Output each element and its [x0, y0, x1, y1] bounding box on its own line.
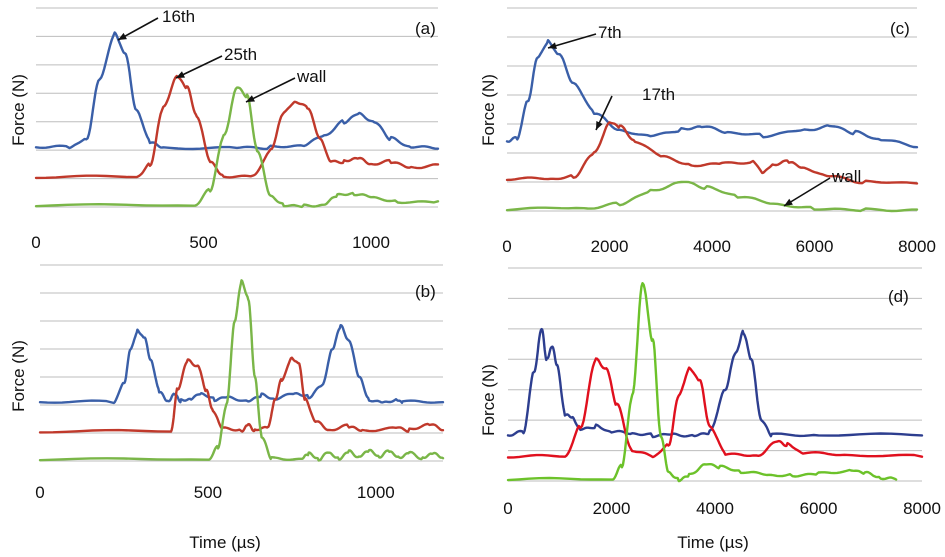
- panel-c-ylabel: Force (N): [479, 74, 498, 146]
- series-line-dark_blue: [506, 327, 924, 439]
- x-tick-label: 1000: [357, 483, 395, 502]
- panel-d-label: (d): [888, 287, 909, 306]
- panel-c-grid: [507, 7, 917, 212]
- panel-c: 7th 17th wall (c) Force (N) 0 2000 4000 6000 8…: [479, 7, 936, 256]
- panel-c-xticks: 0 2000 4000 6000 8000: [502, 237, 936, 256]
- x-tick-label: 1000: [352, 233, 390, 252]
- annotation-arrow: [175, 55, 223, 79]
- annotation-arrowhead: [246, 95, 255, 102]
- annotation-arrowhead: [176, 71, 185, 78]
- panel-a: 16th 25th wall (a) Force (N) 0 500 1000: [9, 7, 440, 252]
- annotation-arrowhead: [784, 198, 793, 206]
- panel-a-ylabel: Force (N): [9, 74, 28, 146]
- panel-d-series: [506, 282, 924, 483]
- panel-b-label: (b): [415, 282, 436, 301]
- series-line-red: [38, 356, 445, 434]
- annotation-label: wall: [831, 167, 861, 186]
- panel-a-series: [34, 31, 440, 209]
- panel-c-series: [505, 39, 919, 213]
- panel-c-annotations: 7th 17th wall: [547, 23, 861, 207]
- annotation-label: 16th: [162, 7, 195, 26]
- annotation-arrow: [547, 33, 597, 49]
- series-line-bright_green: [506, 282, 898, 483]
- x-tick-label: 500: [194, 483, 222, 502]
- annotation-label: 17th: [642, 85, 675, 104]
- series-line-red: [34, 74, 440, 180]
- panel-b-ylabel: Force (N): [9, 340, 28, 412]
- x-axis-label-left: Time (µs): [189, 533, 261, 552]
- panel-b: (b) Force (N) 0 500 1000: [9, 264, 445, 502]
- x-tick-label: 0: [31, 233, 40, 252]
- panel-b-grid: [40, 264, 443, 462]
- x-tick-label: 0: [503, 499, 512, 518]
- panel-a-grid: [36, 7, 438, 208]
- x-tick-label: 2000: [591, 237, 629, 256]
- annotation-arrowhead: [596, 121, 603, 130]
- series-line-blue: [38, 324, 445, 405]
- panel-a-label: (a): [415, 19, 436, 38]
- x-tick-label: 2000: [593, 499, 631, 518]
- panel-d-xticks: 0 2000 4000 6000 8000: [503, 499, 941, 518]
- panel-a-xticks: 0 500 1000: [31, 233, 390, 252]
- x-tick-label: 0: [502, 237, 511, 256]
- series-line-green: [34, 86, 440, 209]
- annotation-arrow: [245, 77, 296, 103]
- panel-d-grid: [508, 267, 922, 482]
- x-tick-label: 500: [189, 233, 217, 252]
- x-tick-label: 4000: [696, 499, 734, 518]
- panel-d-ylabel: Force (N): [479, 364, 498, 436]
- annotation-label: 7th: [598, 23, 622, 42]
- annotation-arrowhead: [548, 42, 557, 50]
- series-line-red: [505, 121, 919, 185]
- annotation-label: wall: [296, 67, 326, 86]
- panel-c-label: (c): [890, 19, 910, 38]
- series-line-blue: [34, 31, 440, 151]
- panel-a-annotations: 16th 25th wall: [117, 7, 326, 103]
- x-tick-label: 8000: [898, 237, 936, 256]
- panel-d: (d) Force (N) 0 2000 4000 6000 8000: [479, 267, 941, 518]
- x-tick-label: 8000: [903, 499, 941, 518]
- x-tick-label: 6000: [800, 499, 838, 518]
- x-axis-label-right: Time (µs): [677, 533, 749, 552]
- annotation-label: 25th: [224, 45, 257, 64]
- annotation-arrowhead: [118, 32, 127, 40]
- panel-b-xticks: 0 500 1000: [35, 483, 394, 502]
- x-tick-label: 0: [35, 483, 44, 502]
- x-tick-label: 4000: [693, 237, 731, 256]
- series-line-green: [505, 180, 919, 213]
- series-line-bright_red: [506, 357, 924, 459]
- series-line-green: [38, 279, 445, 462]
- x-tick-label: 6000: [796, 237, 834, 256]
- annotation-arrow: [783, 177, 831, 207]
- series-line-blue: [505, 39, 919, 149]
- panel-b-series: [38, 279, 445, 462]
